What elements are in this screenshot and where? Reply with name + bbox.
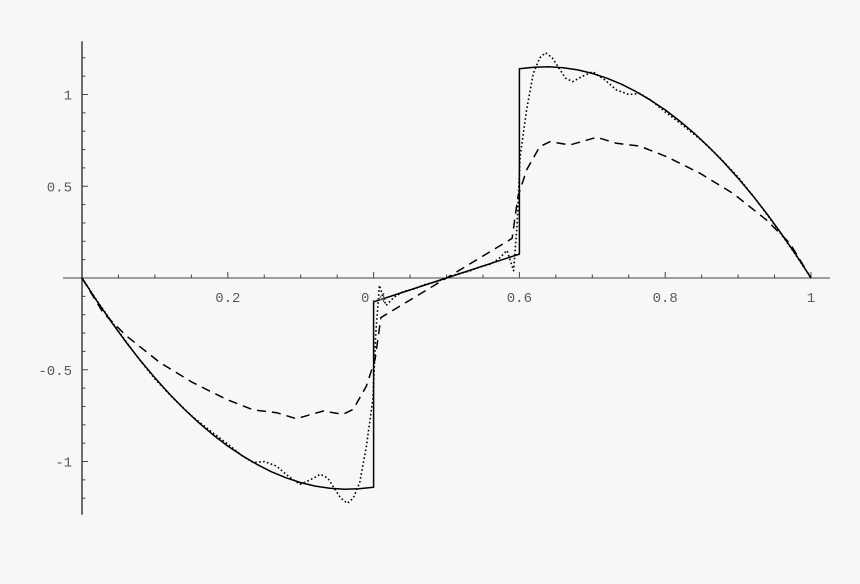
series-line-dashed (81, 136, 812, 420)
x-tick-label: 0.6 (507, 291, 532, 307)
x-tick-label: 0.2 (215, 291, 240, 307)
tick-labels: 0.2 0.4 0.6 0.8 1 1 0.5 -0.5 -1 (38, 89, 815, 472)
y-tick-label: -0.5 (38, 364, 72, 380)
y-tick-label: 0.5 (47, 180, 72, 196)
x-tick-label: 0.4 (361, 291, 386, 307)
series-group (81, 51, 812, 505)
y-tick-label: -1 (55, 456, 72, 472)
y-tick-label: 1 (64, 89, 72, 105)
x-tick-label: 1 (807, 291, 815, 307)
x-tick-label: 0.8 (653, 291, 678, 307)
series-line-dotted (81, 51, 812, 505)
